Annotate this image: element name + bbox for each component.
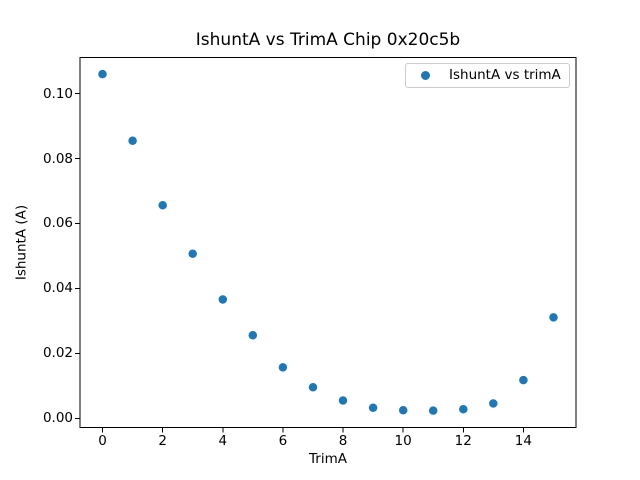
- legend-label: IshuntA vs trimA: [449, 67, 561, 83]
- x-tick-label: 14: [514, 433, 532, 449]
- x-tick-label: 0: [98, 433, 107, 449]
- x-tick-label: 2: [158, 433, 167, 449]
- data-point: [218, 295, 228, 304]
- legend: IshuntA vs trimA: [405, 63, 570, 88]
- y-tick-label: 0.02: [42, 345, 73, 362]
- data-point: [248, 330, 258, 340]
- x-tick-label: 10: [394, 433, 412, 449]
- chart-title: IshuntA vs TrimA Chip 0x20c5b: [195, 30, 461, 50]
- data-point: [549, 313, 558, 322]
- x-tick-label: 6: [278, 433, 288, 449]
- data-point: [489, 399, 498, 408]
- data-point: [158, 201, 167, 210]
- y-tick-label: 0.00: [42, 410, 73, 427]
- data-point: [398, 406, 408, 415]
- scatter-marker-icon: [421, 71, 430, 80]
- data-point: [308, 382, 318, 392]
- y-tick-label: 0.08: [42, 150, 73, 167]
- data-point: [338, 396, 348, 405]
- y-tick-label: 0.06: [42, 215, 73, 232]
- data-point: [188, 249, 197, 258]
- x-tick-label: 4: [218, 433, 228, 449]
- data-point: [519, 375, 528, 385]
- y-tick-label: 0.10: [42, 85, 73, 102]
- axes-spines: [79, 57, 577, 428]
- x-axis-label: TrimA: [309, 451, 347, 467]
- data-point: [128, 136, 137, 145]
- data-point: [459, 405, 468, 414]
- data-point: [278, 363, 288, 372]
- x-tick-label: 8: [338, 433, 348, 449]
- x-tick-label: 12: [454, 433, 472, 449]
- data-point: [368, 403, 378, 412]
- y-tick-label: 0.04: [42, 280, 73, 297]
- data-point: [98, 69, 107, 79]
- data-point: [428, 406, 438, 415]
